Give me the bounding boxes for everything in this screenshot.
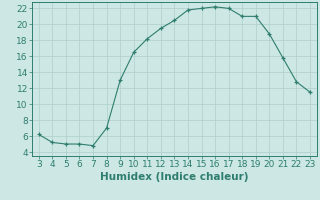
X-axis label: Humidex (Indice chaleur): Humidex (Indice chaleur) [100,172,249,182]
